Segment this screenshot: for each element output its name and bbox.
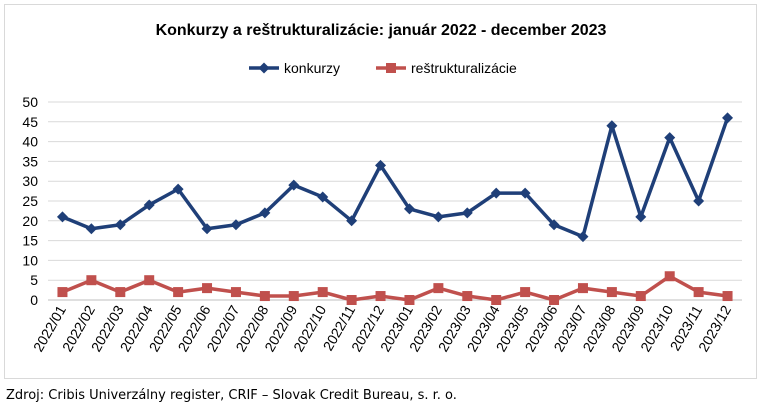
y-tick-label: 10 — [22, 252, 38, 268]
legend-marker — [386, 63, 396, 73]
y-tick-label: 25 — [22, 193, 38, 209]
data-point — [346, 295, 357, 305]
data-point — [114, 219, 126, 231]
data-point — [288, 291, 299, 302]
data-point — [230, 287, 241, 298]
legend-item: reštrukturalizácie — [376, 60, 517, 76]
series-line — [61, 117, 730, 239]
legend: konkurzy reštrukturalizácie — [249, 60, 517, 76]
data-point — [288, 179, 300, 191]
data-point — [548, 219, 560, 231]
line-chart: Konkurzy a reštrukturalizácie: január 20… — [22, 22, 742, 354]
data-point — [144, 275, 155, 286]
data-point — [346, 215, 358, 227]
data-point — [259, 291, 270, 302]
y-tick-label: 50 — [22, 94, 38, 110]
data-point — [115, 287, 126, 298]
data-point — [202, 283, 213, 294]
chart-frame: Konkurzy a reštrukturalizácie: január 20… — [4, 4, 757, 379]
data-point — [693, 287, 704, 298]
data-point — [375, 291, 386, 302]
data-point — [317, 191, 329, 203]
data-point — [143, 199, 155, 211]
data-point — [635, 211, 647, 223]
data-point — [693, 195, 705, 207]
data-point — [635, 291, 646, 302]
legend-label: reštrukturalizácie — [411, 60, 517, 76]
data-point — [433, 283, 444, 294]
legend-item: konkurzy — [249, 60, 340, 76]
legend-marker — [258, 62, 270, 74]
data-point — [432, 211, 444, 223]
x-axis: 2022/012022/022022/032022/042022/052022/… — [30, 302, 734, 354]
series-layer — [56, 112, 734, 305]
data-point — [56, 211, 68, 223]
data-point — [172, 183, 184, 195]
data-point — [317, 287, 328, 298]
data-point — [664, 271, 675, 282]
data-point — [85, 223, 97, 235]
data-point — [577, 231, 589, 243]
data-point — [461, 207, 473, 219]
series-restrukturalizacie — [57, 271, 733, 305]
data-point — [86, 275, 97, 286]
data-point — [259, 207, 271, 219]
y-tick-label: 30 — [22, 173, 38, 189]
data-point — [404, 295, 415, 305]
y-axis: 0 5 10 15 20 25 30 35 40 45 50 — [22, 94, 38, 308]
data-point — [722, 112, 734, 124]
data-point — [375, 159, 387, 171]
y-tick-label: 40 — [22, 134, 38, 150]
data-point — [491, 295, 502, 305]
data-point — [462, 291, 473, 302]
y-tick-label: 20 — [22, 213, 38, 229]
data-point — [230, 219, 242, 231]
y-tick-label: 35 — [22, 153, 38, 169]
data-point — [577, 283, 588, 294]
data-point — [606, 120, 618, 132]
gridlines — [48, 101, 742, 301]
data-point — [519, 187, 531, 199]
data-point — [606, 287, 617, 298]
y-tick-label: 15 — [22, 233, 38, 249]
data-point — [490, 187, 502, 199]
data-point — [722, 291, 733, 302]
y-tick-label: 5 — [30, 272, 38, 288]
y-tick-label: 45 — [22, 114, 38, 130]
data-point — [57, 287, 68, 298]
data-point — [520, 287, 531, 298]
chart-title: Konkurzy a reštrukturalizácie: január 20… — [156, 22, 607, 39]
series-konkurzy — [56, 112, 734, 243]
data-point — [403, 203, 415, 215]
source-note: Zdroj: Cribis Univerzálny register, CRIF… — [6, 388, 457, 403]
legend-label: konkurzy — [284, 60, 340, 76]
data-point — [664, 132, 676, 144]
data-point — [549, 295, 560, 305]
data-point — [201, 223, 213, 235]
data-point — [173, 287, 184, 298]
y-tick-label: 0 — [30, 292, 38, 308]
